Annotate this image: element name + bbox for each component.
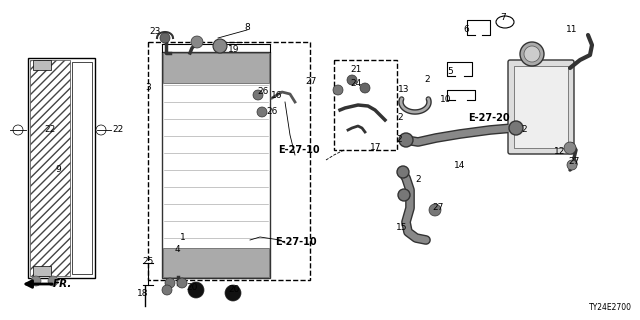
Ellipse shape [496, 16, 514, 28]
Text: 8: 8 [244, 23, 250, 33]
Text: 12: 12 [554, 148, 566, 156]
Text: 26: 26 [266, 108, 278, 116]
Text: 1: 1 [180, 233, 186, 242]
Circle shape [524, 46, 540, 62]
Text: 2: 2 [396, 135, 402, 145]
Text: 19: 19 [228, 45, 240, 54]
Circle shape [399, 133, 413, 147]
Text: 22: 22 [44, 125, 56, 134]
Text: FR.: FR. [52, 279, 72, 289]
Circle shape [360, 83, 370, 93]
Text: 27: 27 [568, 157, 580, 166]
Circle shape [520, 42, 544, 66]
Circle shape [48, 276, 58, 286]
Text: 20: 20 [228, 285, 240, 294]
Circle shape [397, 166, 409, 178]
Bar [334, 60, 397, 150]
Text: 20: 20 [186, 284, 198, 292]
Text: 2: 2 [415, 175, 421, 185]
Circle shape [165, 278, 175, 288]
Circle shape [13, 125, 23, 135]
Text: 10: 10 [440, 95, 452, 105]
Text: 5: 5 [447, 68, 453, 76]
Text: 27: 27 [432, 204, 444, 212]
Circle shape [429, 204, 441, 216]
Circle shape [188, 282, 204, 298]
Text: 11: 11 [566, 26, 578, 35]
Text: 6: 6 [463, 26, 469, 35]
FancyBboxPatch shape [508, 60, 574, 154]
Text: 21: 21 [350, 66, 362, 75]
Bar [33, 60, 51, 70]
Bar [163, 53, 269, 83]
Circle shape [567, 160, 577, 170]
Text: 17: 17 [371, 143, 381, 153]
Circle shape [253, 90, 263, 100]
Circle shape [564, 142, 576, 154]
Circle shape [160, 33, 170, 43]
Text: E-27-10: E-27-10 [275, 237, 317, 247]
Text: 25: 25 [142, 258, 154, 267]
Circle shape [347, 75, 357, 85]
Text: 24: 24 [350, 79, 362, 89]
Bar [28, 58, 95, 278]
Text: 13: 13 [398, 85, 410, 94]
Text: 16: 16 [271, 91, 283, 100]
Circle shape [213, 39, 227, 53]
Text: 9: 9 [55, 165, 61, 174]
Text: 23: 23 [149, 28, 161, 36]
Text: 14: 14 [454, 161, 466, 170]
Text: 7: 7 [500, 13, 506, 22]
Text: TY24E2700: TY24E2700 [589, 303, 632, 312]
Circle shape [257, 107, 267, 117]
Text: E-27-20: E-27-20 [468, 113, 510, 123]
Text: 3: 3 [145, 84, 151, 92]
Bar [163, 248, 269, 277]
Bar [148, 42, 310, 280]
Bar [30, 60, 70, 276]
Circle shape [333, 85, 343, 95]
Circle shape [398, 189, 410, 201]
Circle shape [162, 285, 172, 295]
Text: E-27-10: E-27-10 [278, 145, 320, 155]
Text: 22: 22 [113, 125, 124, 134]
Circle shape [177, 278, 187, 288]
Text: 4: 4 [174, 244, 180, 253]
Circle shape [96, 125, 106, 135]
Text: 2: 2 [424, 76, 430, 84]
Bar [72, 62, 92, 274]
Text: 15: 15 [396, 223, 408, 233]
Circle shape [191, 36, 203, 48]
Text: 26: 26 [257, 87, 269, 97]
Circle shape [31, 276, 41, 286]
Bar [33, 266, 51, 276]
Text: 27: 27 [305, 77, 317, 86]
Circle shape [509, 121, 523, 135]
Text: 2: 2 [397, 114, 403, 123]
Text: 18: 18 [137, 290, 148, 299]
Text: 2: 2 [521, 125, 527, 134]
Bar [162, 52, 270, 278]
Circle shape [225, 285, 241, 301]
Bar [514, 66, 568, 148]
